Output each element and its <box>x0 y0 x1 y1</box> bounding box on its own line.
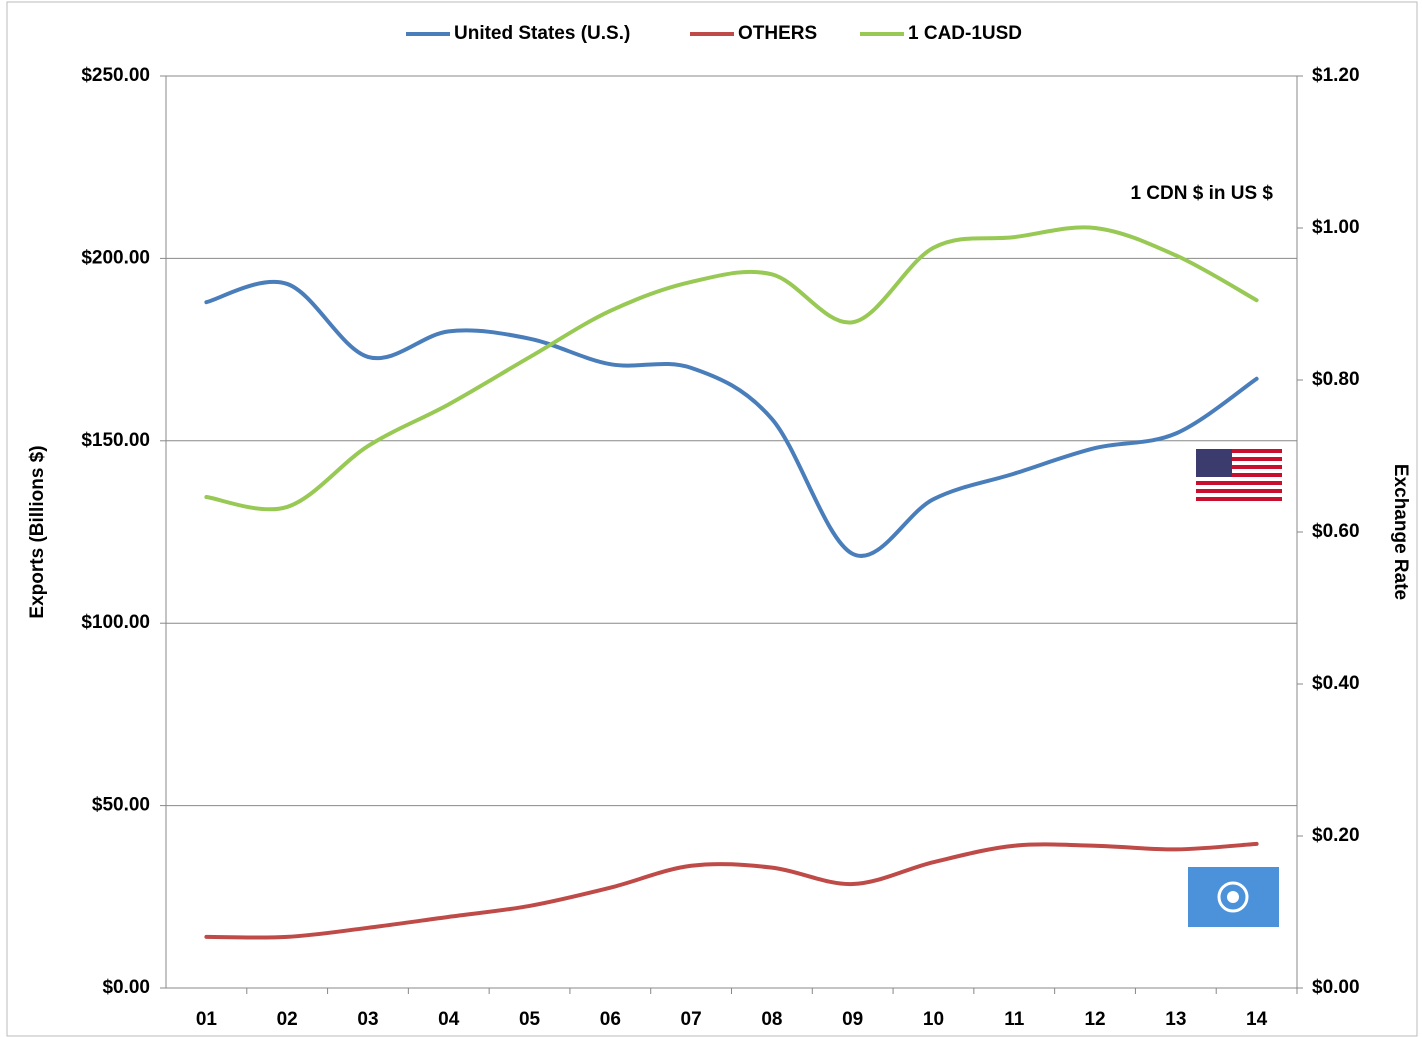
x-tick-label: 08 <box>761 1009 782 1030</box>
y-tick-label: $150.00 <box>81 430 150 451</box>
y-tick-label: $250.00 <box>81 65 150 86</box>
legend-label: 1 CAD-1USD <box>908 23 1022 44</box>
y2-tick-label: $1.20 <box>1312 65 1360 86</box>
x-tick-label: 10 <box>923 1009 944 1030</box>
us-flag <box>1196 449 1282 502</box>
legend-label: OTHERS <box>738 23 817 44</box>
series-line <box>204 280 1259 558</box>
y2-axis-title: Exchange Rate <box>1390 464 1411 600</box>
y2-tick-label: $0.20 <box>1312 825 1360 846</box>
y-tick-label: $50.00 <box>92 795 150 816</box>
x-tick-label: 14 <box>1246 1009 1268 1030</box>
y2-tick-label: $0.40 <box>1312 673 1360 694</box>
y2-tick-label: $0.60 <box>1312 521 1360 542</box>
series-line <box>204 841 1259 940</box>
y2-tick-label: $0.00 <box>1312 977 1360 998</box>
x-tick-label: 01 <box>196 1009 218 1030</box>
x-tick-label: 11 <box>1004 1009 1025 1030</box>
x-tick-label: 13 <box>1165 1009 1186 1030</box>
x-tick-label: 03 <box>357 1009 378 1030</box>
y-tick-label: $200.00 <box>81 247 150 268</box>
y-tick-label: $0.00 <box>102 977 150 998</box>
x-tick-label: 06 <box>600 1009 621 1030</box>
x-tick-label: 12 <box>1084 1009 1105 1030</box>
y2-tick-label: $1.00 <box>1312 217 1360 238</box>
x-tick-label: 02 <box>277 1009 298 1030</box>
x-tick-label: 05 <box>519 1009 541 1030</box>
y2-tick-label: $0.80 <box>1312 369 1360 390</box>
x-tick-label: 07 <box>681 1009 702 1030</box>
annotation: 1 CDN $ in US $ <box>1130 183 1273 204</box>
series-line <box>204 225 1259 512</box>
chart-frame <box>6 1 1418 1037</box>
un-flag <box>1188 867 1279 927</box>
legend-label: United States (U.S.) <box>454 23 630 44</box>
y-axis-title: Exports (Billions $) <box>27 445 48 618</box>
y-tick-label: $100.00 <box>81 612 150 633</box>
x-tick-label: 04 <box>438 1009 460 1030</box>
x-tick-label: 09 <box>842 1009 863 1030</box>
